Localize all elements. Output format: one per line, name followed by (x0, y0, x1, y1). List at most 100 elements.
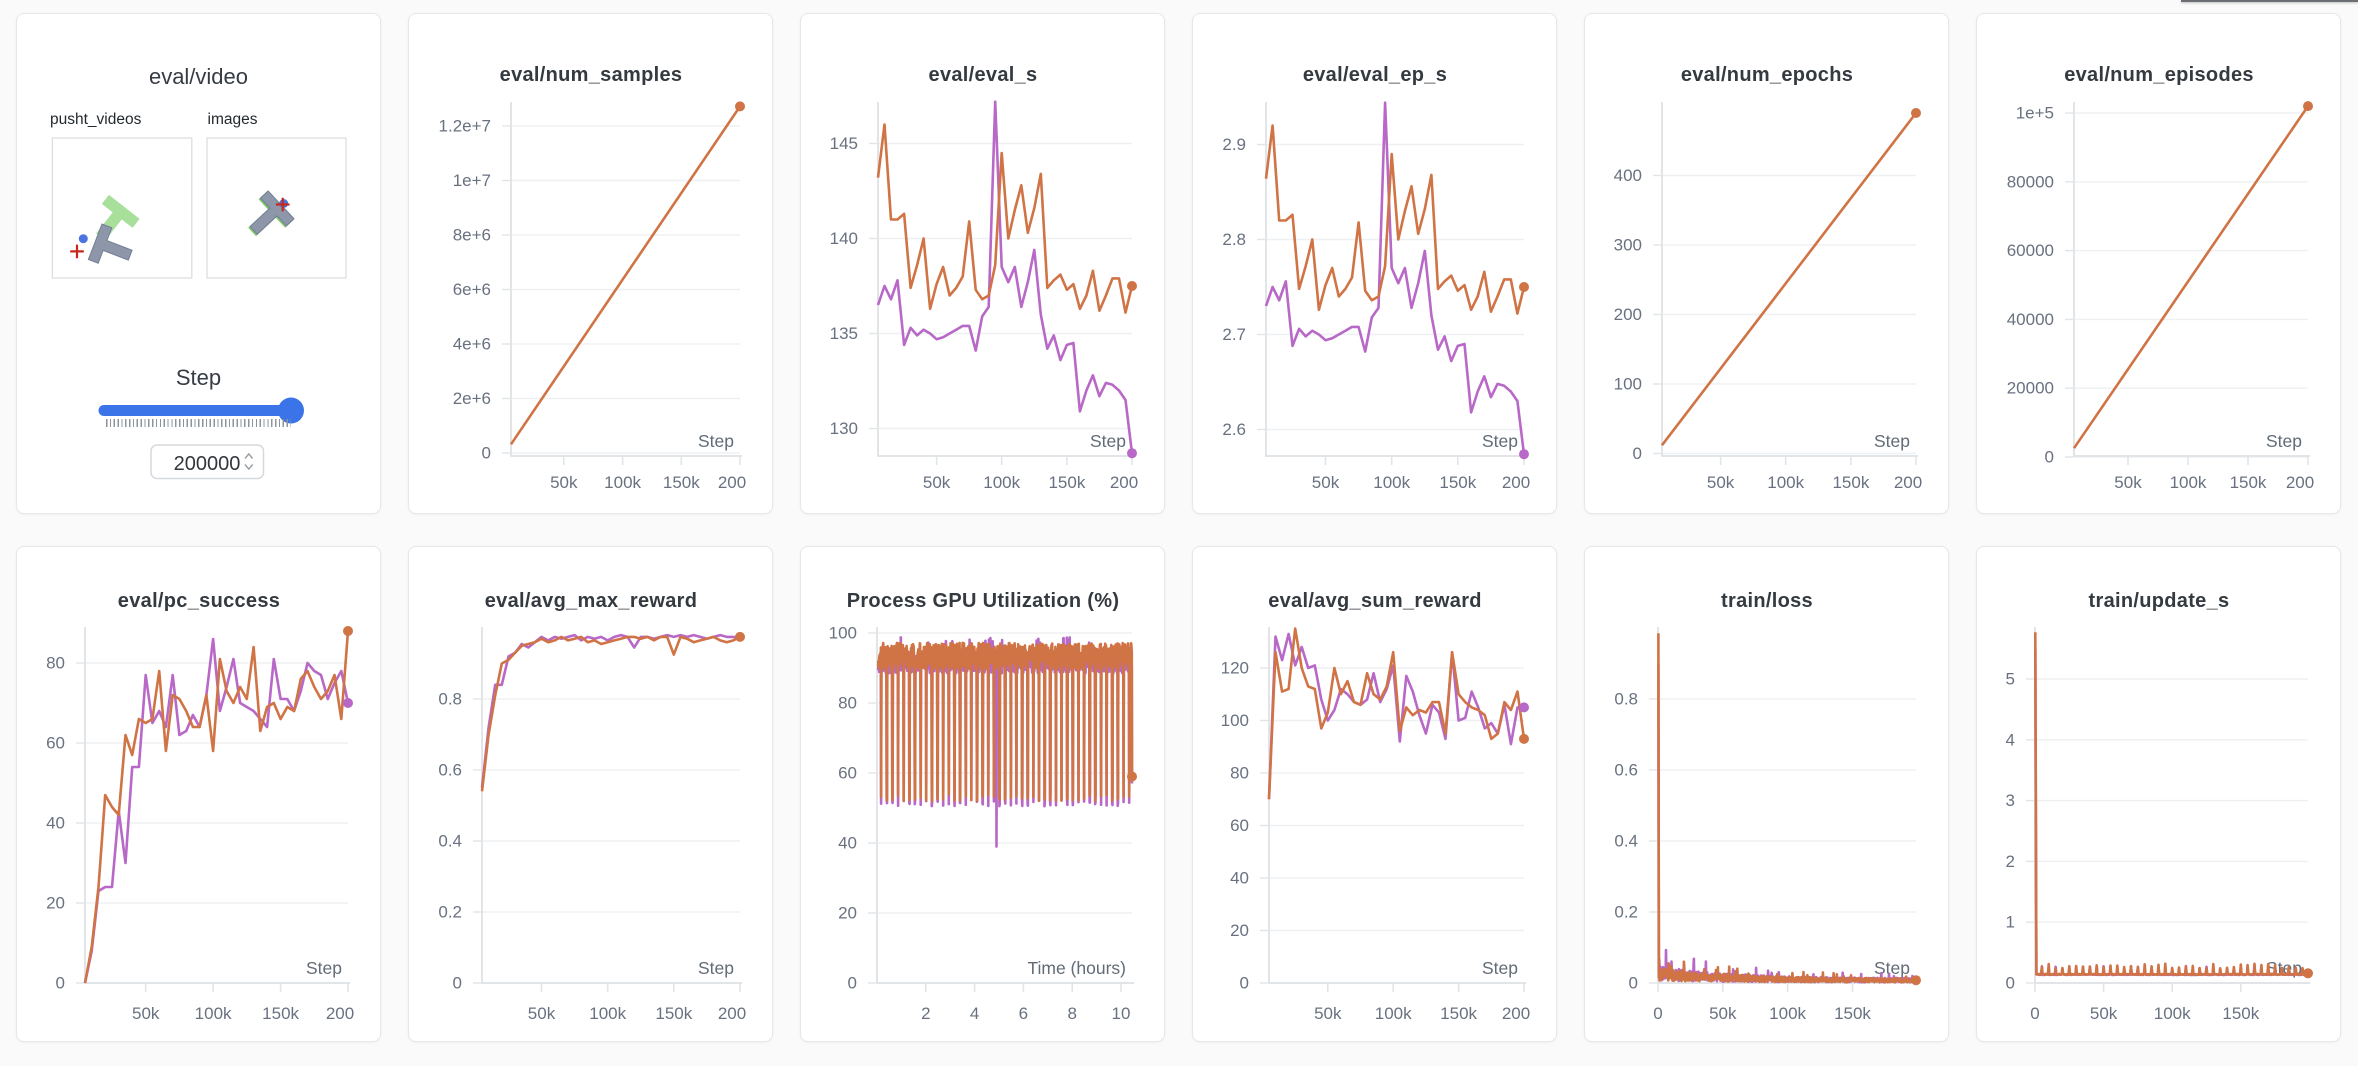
svg-text:80: 80 (838, 694, 857, 713)
svg-text:Process GPU Utilization (%): Process GPU Utilization (%) (847, 590, 1120, 612)
svg-text:135: 135 (830, 324, 858, 343)
svg-text:pusht_videos: pusht_videos (50, 111, 142, 128)
svg-text:0.6: 0.6 (1614, 761, 1638, 780)
svg-text:150k: 150k (1439, 473, 1476, 492)
svg-text:0.8: 0.8 (438, 690, 462, 709)
svg-text:60000: 60000 (2007, 241, 2054, 260)
svg-text:Step: Step (1874, 431, 1910, 451)
svg-text:Step: Step (176, 365, 221, 390)
svg-text:200: 200 (718, 473, 746, 492)
svg-text:0: 0 (482, 444, 491, 463)
svg-text:0: 0 (2045, 448, 2054, 467)
svg-text:0: 0 (848, 974, 857, 993)
svg-text:200000: 200000 (174, 453, 241, 475)
svg-text:60: 60 (838, 764, 857, 783)
svg-text:50k: 50k (1707, 473, 1735, 492)
svg-text:100k: 100k (2154, 1004, 2191, 1023)
svg-text:200: 200 (1614, 305, 1642, 324)
svg-text:400: 400 (1614, 166, 1642, 185)
svg-text:0: 0 (1629, 974, 1638, 993)
svg-text:eval/avg_sum_reward: eval/avg_sum_reward (1268, 590, 1482, 612)
svg-text:100k: 100k (1769, 1004, 1806, 1023)
svg-text:6: 6 (1019, 1004, 1028, 1023)
svg-text:80000: 80000 (2007, 172, 2054, 191)
svg-text:0.2: 0.2 (1614, 903, 1638, 922)
svg-text:0: 0 (1633, 444, 1642, 463)
svg-text:60: 60 (1230, 816, 1249, 835)
svg-text:0.4: 0.4 (438, 832, 462, 851)
svg-text:0: 0 (1240, 974, 1249, 993)
svg-text:200: 200 (1502, 1004, 1530, 1023)
svg-text:0.8: 0.8 (1614, 690, 1638, 709)
svg-text:Time (hours): Time (hours) (1027, 958, 1126, 978)
svg-text:150k: 150k (2222, 1004, 2259, 1023)
svg-text:150k: 150k (1048, 473, 1085, 492)
svg-text:200: 200 (326, 1004, 354, 1023)
svg-text:Step: Step (698, 958, 734, 978)
svg-text:4e+6: 4e+6 (453, 335, 491, 354)
svg-text:50k: 50k (2090, 1004, 2118, 1023)
svg-text:Step: Step (1482, 431, 1518, 451)
svg-text:150k: 150k (262, 1004, 299, 1023)
svg-text:eval/num_epochs: eval/num_epochs (1681, 64, 1853, 86)
svg-text:100: 100 (829, 624, 857, 643)
svg-text:200: 200 (2286, 473, 2314, 492)
svg-text:6e+6: 6e+6 (453, 280, 491, 299)
svg-text:40: 40 (838, 834, 857, 853)
svg-text:8e+6: 8e+6 (453, 226, 491, 245)
svg-text:0.6: 0.6 (438, 761, 462, 780)
svg-text:5: 5 (2006, 670, 2015, 689)
svg-text:50k: 50k (1312, 473, 1340, 492)
svg-text:eval/avg_max_reward: eval/avg_max_reward (485, 590, 698, 612)
svg-text:80: 80 (46, 654, 65, 673)
svg-text:eval/eval_s: eval/eval_s (929, 64, 1038, 86)
svg-text:200: 200 (1894, 473, 1922, 492)
svg-text:100k: 100k (2170, 473, 2207, 492)
svg-text:150k: 150k (2230, 473, 2267, 492)
svg-text:1e+7: 1e+7 (453, 171, 491, 190)
svg-text:8: 8 (1067, 1004, 1076, 1023)
svg-text:2.8: 2.8 (1222, 230, 1246, 249)
svg-text:100k: 100k (1373, 473, 1410, 492)
svg-text:eval/pc_success: eval/pc_success (118, 590, 280, 612)
svg-text:0: 0 (1653, 1004, 1662, 1023)
svg-text:eval/eval_ep_s: eval/eval_ep_s (1303, 64, 1447, 86)
svg-text:20000: 20000 (2007, 379, 2054, 398)
svg-text:0.2: 0.2 (438, 903, 462, 922)
svg-text:40: 40 (46, 814, 65, 833)
svg-text:150k: 150k (1832, 473, 1869, 492)
svg-text:0: 0 (2006, 974, 2015, 993)
svg-text:3: 3 (2006, 791, 2015, 810)
svg-text:50k: 50k (2114, 473, 2142, 492)
svg-text:2.7: 2.7 (1222, 325, 1246, 344)
svg-text:eval/num_samples: eval/num_samples (500, 64, 683, 86)
svg-text:50k: 50k (528, 1004, 556, 1023)
svg-text:2: 2 (921, 1004, 930, 1023)
svg-text:Step: Step (1874, 958, 1910, 978)
svg-text:120: 120 (1221, 659, 1249, 678)
svg-text:10: 10 (1112, 1004, 1131, 1023)
svg-text:1e+5: 1e+5 (2016, 104, 2054, 123)
svg-text:200: 200 (1110, 473, 1138, 492)
svg-text:2.9: 2.9 (1222, 135, 1246, 154)
svg-text:100k: 100k (589, 1004, 626, 1023)
svg-text:140: 140 (830, 229, 858, 248)
svg-text:50k: 50k (1314, 1004, 1342, 1023)
svg-text:150k: 150k (663, 473, 700, 492)
svg-text:1.2e+7: 1.2e+7 (439, 117, 491, 136)
svg-text:40000: 40000 (2007, 310, 2054, 329)
svg-text:Step: Step (2266, 431, 2302, 451)
svg-text:2.6: 2.6 (1222, 420, 1246, 439)
svg-text:20: 20 (1230, 921, 1249, 940)
svg-text:50k: 50k (1709, 1004, 1737, 1023)
svg-text:images: images (208, 111, 258, 128)
svg-text:0: 0 (2030, 1004, 2039, 1023)
svg-text:100k: 100k (195, 1004, 232, 1023)
svg-text:20: 20 (46, 894, 65, 913)
svg-text:2: 2 (2006, 852, 2015, 871)
svg-text:train/loss: train/loss (1721, 590, 1813, 612)
svg-text:Step: Step (698, 431, 734, 451)
svg-text:eval/video: eval/video (149, 64, 248, 89)
svg-text:train/update_s: train/update_s (2089, 590, 2230, 612)
svg-text:4: 4 (970, 1004, 979, 1023)
